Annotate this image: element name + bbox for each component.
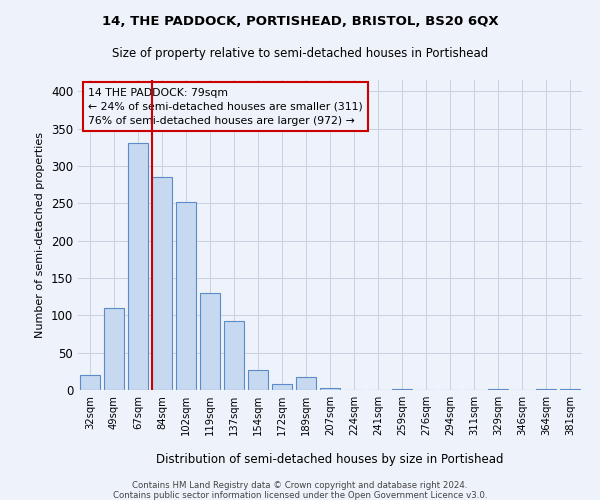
Bar xyxy=(176,202,196,390)
Text: Contains public sector information licensed under the Open Government Licence v3: Contains public sector information licen… xyxy=(113,491,487,500)
Text: Contains HM Land Registry data © Crown copyright and database right 2024.: Contains HM Land Registry data © Crown c… xyxy=(132,481,468,490)
Bar xyxy=(488,388,508,390)
Text: 14, THE PADDOCK, PORTISHEAD, BRISTOL, BS20 6QX: 14, THE PADDOCK, PORTISHEAD, BRISTOL, BS… xyxy=(101,15,499,28)
Bar xyxy=(272,384,292,390)
Bar xyxy=(224,322,244,390)
Text: Distribution of semi-detached houses by size in Portishead: Distribution of semi-detached houses by … xyxy=(156,452,504,466)
Bar xyxy=(104,308,124,390)
Bar xyxy=(392,388,412,390)
Bar xyxy=(320,388,340,390)
Text: Size of property relative to semi-detached houses in Portishead: Size of property relative to semi-detach… xyxy=(112,48,488,60)
Bar xyxy=(200,293,220,390)
Text: 14 THE PADDOCK: 79sqm
← 24% of semi-detached houses are smaller (311)
76% of sem: 14 THE PADDOCK: 79sqm ← 24% of semi-deta… xyxy=(88,88,363,126)
Bar xyxy=(296,376,316,390)
Bar xyxy=(536,388,556,390)
Bar xyxy=(152,177,172,390)
Bar xyxy=(248,370,268,390)
Bar xyxy=(128,144,148,390)
Y-axis label: Number of semi-detached properties: Number of semi-detached properties xyxy=(35,132,46,338)
Bar xyxy=(80,375,100,390)
